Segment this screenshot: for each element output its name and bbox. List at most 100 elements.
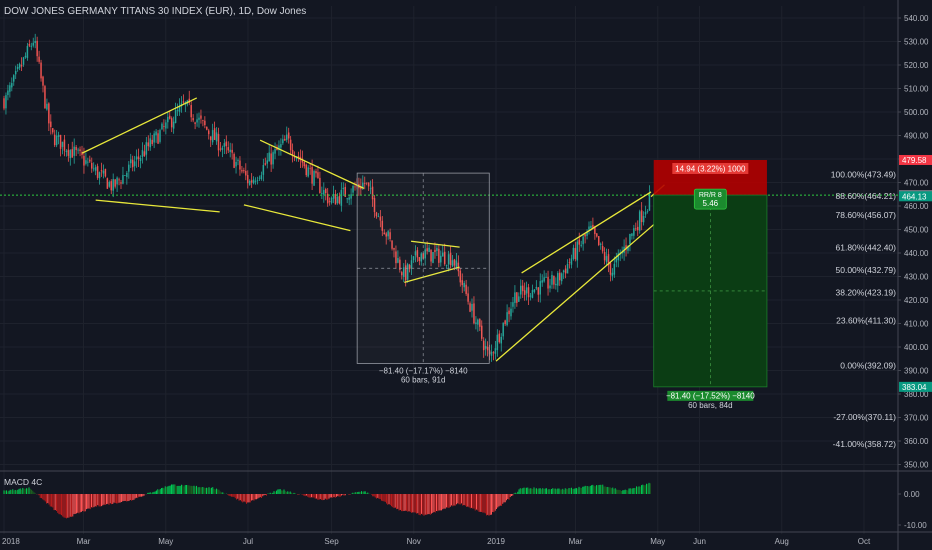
- candle-body: [30, 45, 33, 47]
- candle-body: [463, 282, 465, 288]
- candle-body: [512, 302, 514, 307]
- candle-body: [443, 251, 446, 265]
- candle-body: [122, 175, 124, 184]
- candle-body: [533, 289, 536, 292]
- candle-body: [170, 118, 173, 128]
- candle-body: [340, 189, 343, 206]
- time-axis-label-2: May: [158, 537, 173, 546]
- candle-body: [518, 296, 520, 302]
- candle-body: [481, 325, 483, 339]
- price-axis-label-11: 430.00: [904, 273, 929, 282]
- candle-body: [96, 166, 99, 178]
- candle-body: [399, 259, 401, 270]
- candle-body: [475, 322, 477, 324]
- candle-body: [465, 284, 467, 294]
- candle-body: [14, 70, 17, 75]
- candle-body: [338, 196, 341, 204]
- trendline-0: [81, 97, 198, 154]
- candle-body: [98, 172, 101, 179]
- candle-body: [631, 233, 633, 237]
- candle-body: [551, 274, 553, 285]
- candle-body: [264, 163, 267, 165]
- candle-body: [625, 245, 627, 250]
- fib-level-label-3: 61.80%(442.40): [836, 242, 897, 252]
- candle-body: [262, 165, 265, 175]
- candle-body: [200, 115, 202, 119]
- candle-body: [527, 287, 530, 298]
- candle-body: [607, 254, 610, 266]
- time-axis-label-8: May: [650, 537, 665, 546]
- target-sublabel-text: 60 bars, 84d: [688, 401, 732, 410]
- price-badge-label-2: 464.13: [902, 192, 927, 201]
- candle-body: [514, 292, 516, 303]
- candle-body: [311, 167, 313, 184]
- entry-label-badge: [693, 188, 727, 210]
- candle-body: [272, 152, 274, 165]
- price-axis: 540.00530.00520.00510.00500.00490.00480.…: [898, 14, 932, 530]
- candle-body: [486, 346, 489, 351]
- price-axis-label-7: 470.00: [904, 179, 929, 188]
- candle-body: [73, 146, 75, 156]
- time-axis-label-0: 2018: [2, 537, 20, 546]
- candle-body: [557, 273, 559, 286]
- candle-body: [467, 293, 469, 302]
- candle-body: [178, 105, 181, 112]
- candle-body: [482, 340, 485, 351]
- candle-body: [165, 122, 167, 129]
- fib-level-label-1: 88.60%(464.21): [836, 191, 897, 201]
- candle-body: [77, 149, 79, 151]
- candle-body: [436, 248, 438, 251]
- trendlines: [81, 97, 684, 362]
- price-axis-label-3: 510.00: [904, 85, 929, 94]
- fib-level-label-0: 100.00%(473.49): [831, 169, 896, 179]
- candle-body: [217, 133, 220, 151]
- candle-body: [11, 83, 13, 88]
- candle-body: [13, 75, 15, 82]
- macd-title: MACD 4C: [4, 477, 42, 487]
- candle-body: [282, 139, 284, 144]
- candle-body: [114, 179, 116, 187]
- candle-body: [562, 270, 565, 273]
- candle-body: [325, 189, 327, 194]
- candle-body: [451, 260, 454, 267]
- candle-body: [328, 201, 331, 202]
- price-axis-label-5: 490.00: [904, 132, 929, 141]
- candle-body: [40, 62, 42, 79]
- candle-body: [555, 283, 557, 286]
- candle-body: [403, 267, 405, 277]
- candle-body: [323, 190, 325, 195]
- candle-body: [69, 150, 72, 159]
- fib-labels: 100.00%(473.49) 88.60%(464.21) 78.60%(456.…: [831, 169, 896, 449]
- candle-body: [126, 172, 128, 178]
- candle-body: [116, 177, 118, 185]
- candle-body: [28, 43, 31, 46]
- candle-body: [198, 117, 200, 120]
- fib-level-label-9: -41.00%(358.72): [833, 439, 896, 449]
- candle-body: [254, 181, 257, 183]
- candle-body: [447, 254, 450, 265]
- candle-body: [141, 150, 144, 157]
- candle-body: [326, 193, 329, 204]
- candle-body: [256, 180, 259, 181]
- candle-body: [92, 168, 95, 170]
- candle-body: [48, 103, 50, 124]
- candle-body: [428, 247, 430, 252]
- candle-body: [350, 194, 352, 199]
- price-axis-label-15: 390.00: [904, 367, 929, 376]
- candle-body: [369, 188, 372, 190]
- candle-body: [258, 177, 261, 179]
- candle-body: [580, 244, 582, 246]
- candle-body: [617, 253, 619, 261]
- candle-body: [541, 280, 543, 283]
- time-axis-label-9: Jun: [693, 537, 706, 546]
- price-axis-label-0: 540.00: [904, 14, 929, 23]
- candle-body: [9, 85, 11, 92]
- candle-body: [252, 179, 255, 184]
- candle-body: [239, 160, 241, 170]
- candle-body: [490, 351, 493, 356]
- candle-body: [307, 167, 309, 177]
- candle-body: [206, 126, 208, 130]
- candle-body: [163, 125, 165, 127]
- candle-body: [5, 95, 7, 109]
